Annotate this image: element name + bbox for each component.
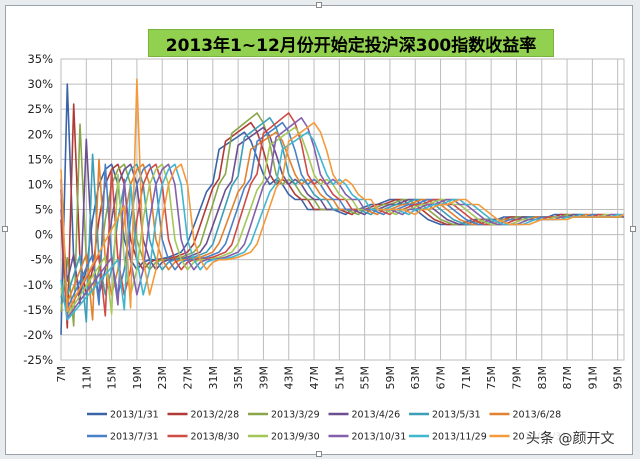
y-tick-label: -5% [31,253,53,267]
x-tick-label: 83M [536,366,549,390]
x-tick-label: 47M [308,366,321,390]
legend-label: 2013/3/29 [271,410,320,421]
chart-title: 2013年1~12月份开始定投沪深300指数收益率 [165,35,537,56]
y-tick-label: 0% [35,228,53,242]
x-tick-label: 43M [283,366,296,390]
watermark: 头条 @颜开文 [524,428,617,448]
legend-label: 2013/5/31 [432,410,481,421]
legend-label: 2013/11/29 [432,432,487,443]
legend-label: 2013/2/28 [191,410,240,421]
x-tick-label: 79M [510,366,523,390]
y-tick-label: 5% [35,203,53,217]
chart-title-box: 2013年1~12月份开始定投沪深300指数收益率 [148,29,554,57]
y-tick-label: -25% [23,353,53,367]
x-tick-label: 23M [156,366,169,390]
y-tick-label: 15% [27,152,53,166]
resize-handle-right[interactable] [630,226,636,232]
x-tick-label: 51M [333,366,346,390]
y-tick-label: -20% [23,328,53,342]
x-tick-label: 11M [80,366,93,390]
y-tick-label: -15% [23,303,53,317]
x-tick-label: 15M [106,366,119,390]
x-tick-label: 31M [207,366,220,390]
x-tick-label: 67M [435,366,448,390]
x-tick-label: 63M [409,366,422,390]
resize-handle-bottom[interactable] [316,451,322,457]
legend-label: 2013/6/28 [513,410,562,421]
x-tick-label: 59M [384,366,397,390]
y-tick-label: -10% [23,278,53,292]
y-tick-label: 35% [27,52,53,66]
x-tick-label: 91M [586,366,599,390]
x-tick-label: 95M [612,366,625,390]
y-tick-label: 20% [27,127,53,141]
x-tick-label: 27M [182,366,195,390]
legend-label: 2013/9/30 [271,432,320,443]
x-tick-label: 87M [561,366,574,390]
x-tick-label: 55M [359,366,372,390]
x-tick-label: 19M [131,366,144,390]
y-tick-label: 25% [27,102,53,116]
x-tick-label: 7M [55,366,68,383]
x-tick-label: 35M [232,366,245,390]
resize-handle-left[interactable] [2,226,8,232]
legend-label: 2013/10/31 [352,432,407,443]
x-tick-label: 39M [257,366,270,390]
legend-label: 2013/1/31 [110,410,159,421]
y-tick-label: 30% [27,77,53,91]
x-tick-label: 71M [460,366,473,390]
series-line [60,117,625,319]
x-tick-label: 75M [485,366,498,390]
series-line [60,78,625,313]
legend-label: 2013/7/31 [110,432,159,443]
legend-label: 2013/8/30 [191,432,240,443]
resize-handle-top[interactable] [316,2,322,8]
legend-label: 2013/4/26 [352,410,401,421]
y-tick-label: 10% [27,177,53,191]
